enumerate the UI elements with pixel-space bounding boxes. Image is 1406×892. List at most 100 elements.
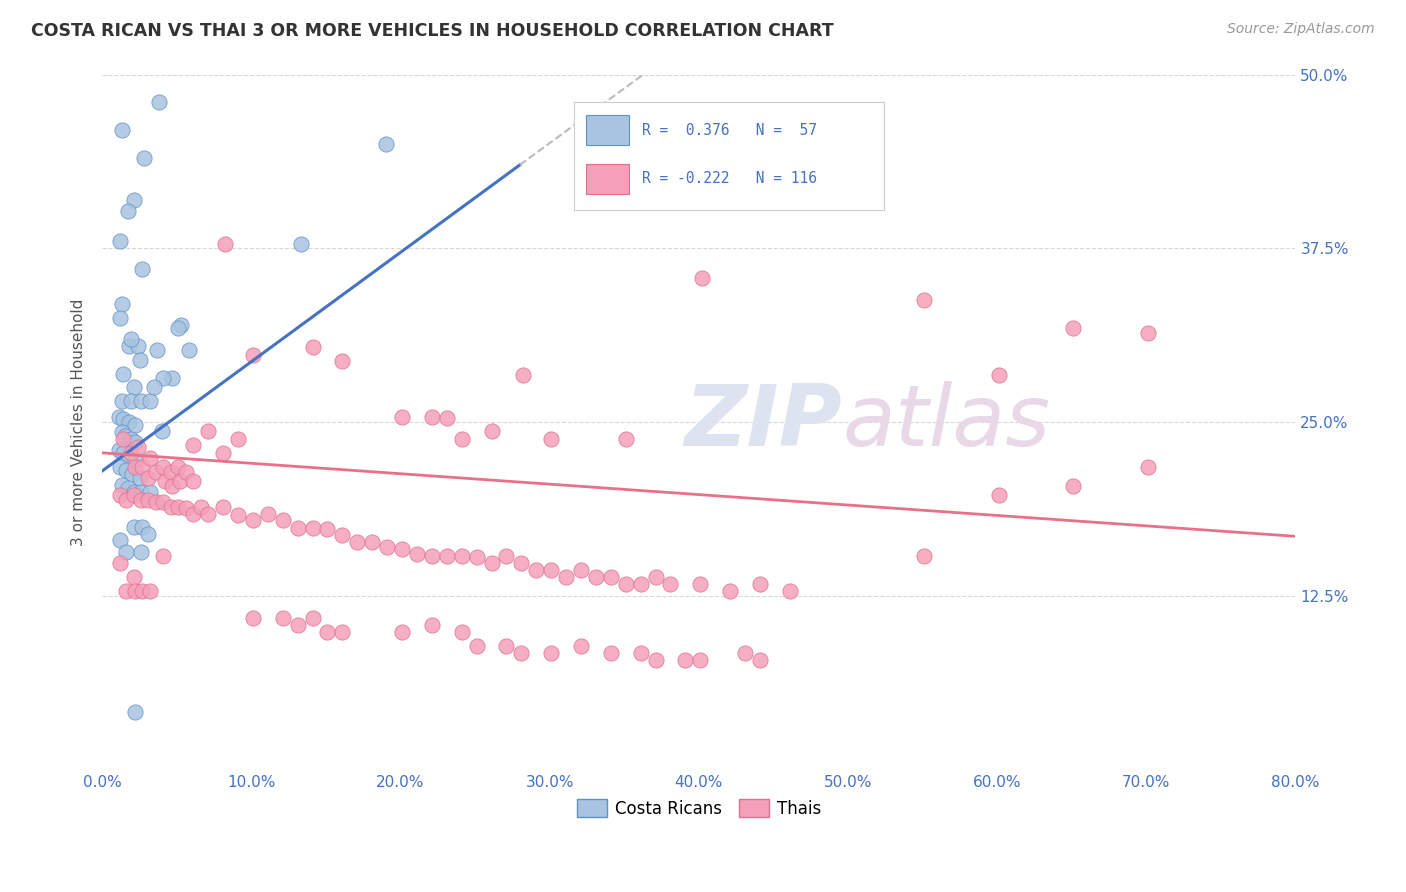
Point [114,429,136,443]
Point [174,466,197,480]
Point [167,500,190,515]
Point [495,549,517,563]
Point [374,137,396,152]
Point [132,151,155,165]
Point [115,462,138,476]
Point [226,432,249,446]
Point [174,501,197,516]
Point [301,340,323,354]
Point [129,493,152,508]
Point [131,519,153,533]
Point [150,424,173,438]
Text: atlas: atlas [842,381,1050,464]
Point [108,533,131,548]
Point [177,343,200,357]
Point [214,237,236,252]
Point [115,493,138,508]
Point [122,380,145,394]
Point [124,418,146,433]
Point [1136,459,1159,474]
Point [450,549,472,563]
Point [330,625,353,640]
Point [689,576,711,591]
Point [128,471,150,485]
Point [108,235,131,249]
Point [124,459,146,474]
Point [375,541,398,555]
Point [167,459,190,474]
Point [630,646,652,660]
Point [779,583,801,598]
Point [129,394,152,409]
Point [181,474,204,488]
Point [749,576,772,591]
Point [145,466,167,480]
Point [540,646,562,660]
Point [673,653,696,667]
Point [599,646,621,660]
Point [465,550,488,565]
Point [242,349,264,363]
Point [1062,320,1084,334]
Point [481,556,503,570]
Point [181,507,204,521]
Point [290,237,312,252]
Point [110,394,132,409]
Point [510,646,533,660]
Point [391,409,413,424]
Point [170,318,193,332]
Point [127,440,149,454]
Point [120,332,142,346]
Point [644,653,666,667]
Point [139,484,162,499]
Point [108,487,131,501]
Point [107,409,129,424]
Text: Source: ZipAtlas.com: Source: ZipAtlas.com [1227,22,1375,37]
Point [127,339,149,353]
Point [540,432,562,446]
Point [450,625,472,640]
Point [391,625,413,640]
Point [121,467,143,481]
Point [152,549,174,563]
Point [524,563,547,577]
Point [630,576,652,591]
Point [361,534,384,549]
Point [599,569,621,583]
Point [436,411,458,425]
Point [124,434,146,449]
Point [569,639,592,653]
Point [555,569,578,583]
Point [190,500,212,515]
Point [181,437,204,451]
Point [242,513,264,527]
Point [139,583,162,598]
Y-axis label: 3 or more Vehicles in Household: 3 or more Vehicles in Household [72,299,86,546]
Point [162,479,184,493]
Point [301,521,323,535]
Legend: Costa Ricans, Thais: Costa Ricans, Thais [569,793,828,824]
Point [287,521,309,535]
Point [271,513,294,527]
Point [124,583,146,598]
Point [481,424,503,438]
Point [110,478,132,492]
Point [169,474,191,488]
Point [256,507,278,521]
Point [159,500,181,515]
Point [112,432,135,446]
Point [912,549,935,563]
Point [120,394,142,409]
Point [420,409,443,424]
Point [108,556,131,570]
Point [143,380,166,394]
Point [120,446,142,460]
Point [614,576,637,591]
Point [148,95,170,110]
Point [118,450,141,464]
Point [540,563,562,577]
Point [1062,479,1084,493]
Point [242,611,264,625]
Point [659,576,682,591]
Point [122,193,145,207]
